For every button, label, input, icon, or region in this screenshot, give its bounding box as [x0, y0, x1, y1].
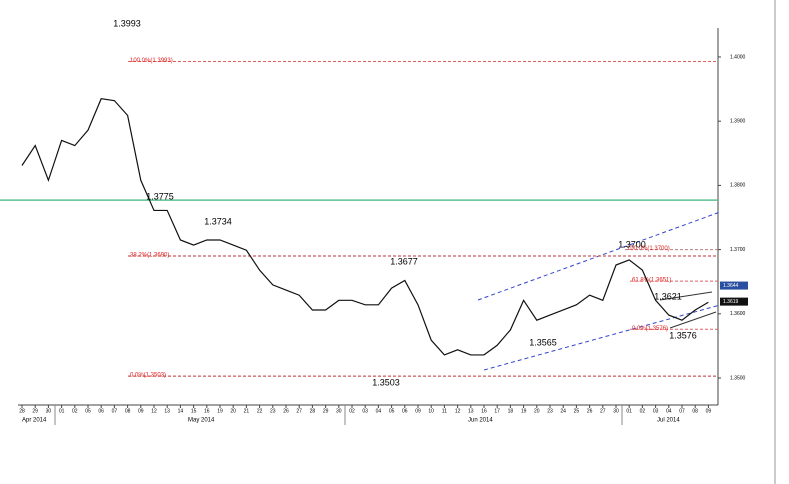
x-tick-label: 29 — [323, 408, 329, 414]
x-tick-label: 03 — [362, 408, 368, 414]
x-tick-label: 07 — [679, 408, 685, 414]
y-tick-label: 1.3900 — [730, 119, 746, 125]
x-tick-label: 09 — [706, 408, 712, 414]
x-tick-label: 05 — [389, 408, 395, 414]
price-marker-label: 1.3619 — [723, 299, 739, 305]
month-label: Jul 2014 — [657, 418, 680, 424]
fib-label: 0.0%(1.3503) — [130, 373, 166, 379]
price-annotation: 1.3565 — [529, 337, 557, 347]
x-tick-label: 27 — [600, 408, 606, 414]
fib-label: 100.0%(1.3993) — [130, 58, 173, 64]
y-tick-label: 1.3700 — [730, 247, 746, 253]
x-tick-label: 16 — [204, 408, 210, 414]
x-tick-label: 04 — [666, 408, 672, 414]
month-label: May 2014 — [188, 418, 215, 424]
x-tick-label: 28 — [310, 408, 316, 414]
x-tick-label: 30 — [46, 408, 52, 414]
x-tick-label: 07 — [112, 408, 118, 414]
x-tick-label: 08 — [692, 408, 698, 414]
x-tick-label: 01 — [626, 408, 632, 414]
price-annotation: 1.3775 — [146, 191, 174, 201]
y-tick-label: 1.4000 — [730, 54, 746, 60]
x-tick-label: 23 — [270, 408, 276, 414]
x-tick-label: 08 — [125, 408, 131, 414]
price-annotation: 1.3700 — [618, 239, 646, 249]
x-tick-label: 30 — [336, 408, 342, 414]
x-tick-label: 14 — [178, 408, 184, 414]
fib-label: 38.2%(1.3690) — [130, 253, 169, 259]
x-tick-label: 19 — [521, 408, 527, 414]
price-marker — [720, 297, 748, 306]
x-tick-label: 30 — [613, 408, 619, 414]
month-label: Jun 2014 — [468, 418, 493, 424]
x-tick-label: 13 — [164, 408, 170, 414]
price-annotation: 1.3734 — [204, 216, 232, 226]
y-tick-label: 1.3800 — [730, 183, 746, 189]
fib-label: 61.8%(1.3651) — [632, 278, 671, 284]
x-tick-label: 25 — [574, 408, 580, 414]
x-tick-label: 06 — [402, 408, 408, 414]
x-tick-label: 19 — [217, 408, 223, 414]
trend-line — [659, 291, 713, 301]
x-tick-label: 23 — [547, 408, 553, 414]
price-marker-label: 1.3644 — [723, 283, 739, 289]
x-tick-label: 01 — [59, 408, 65, 414]
channel-lower — [483, 304, 721, 371]
x-tick-label: 13 — [468, 408, 474, 414]
x-tick-label: 26 — [283, 408, 289, 414]
x-tick-label: 05 — [85, 408, 91, 414]
x-tick-label: 12 — [455, 408, 461, 414]
x-tick-label: 02 — [72, 408, 78, 414]
x-tick-label: 22 — [257, 408, 263, 414]
x-tick-label: 27 — [296, 408, 302, 414]
trend-line — [669, 311, 717, 329]
price-line — [21, 98, 709, 356]
x-tick-label: 20 — [534, 408, 540, 414]
x-tick-label: 29 — [32, 408, 38, 414]
price-annotation: 1.3503 — [372, 377, 400, 387]
x-tick-label: 26 — [587, 408, 593, 414]
x-tick-label: 17 — [494, 408, 500, 414]
x-tick-label: 02 — [349, 408, 355, 414]
x-tick-label: 12 — [151, 408, 157, 414]
x-tick-label: 20 — [230, 408, 236, 414]
month-label: Apr 2014 — [22, 418, 47, 424]
x-tick-label: 28 — [19, 408, 25, 414]
y-tick-label: 1.3500 — [730, 375, 746, 381]
x-tick-label: 04 — [376, 408, 382, 414]
x-tick-label: 10 — [428, 408, 434, 414]
fib-label: 0.0%(1.3576) — [632, 326, 668, 332]
x-tick-label: 03 — [653, 408, 659, 414]
price-marker — [720, 281, 748, 290]
x-tick-label: 18 — [508, 408, 514, 414]
x-tick-label: 02 — [640, 408, 646, 414]
price-annotation: 1.3576 — [669, 330, 697, 340]
price-annotation: 1.3993 — [113, 18, 141, 28]
x-tick-label: 11 — [442, 408, 447, 414]
price-annotation: 1.3677 — [390, 256, 418, 266]
x-tick-label: 24 — [560, 408, 566, 414]
x-tick-label: 06 — [98, 408, 104, 414]
price-annotation: 1.3621 — [654, 291, 682, 301]
x-tick-label: 09 — [415, 408, 421, 414]
x-tick-label: 15 — [191, 408, 197, 414]
fib-label: 100.0%(1.3700) — [627, 246, 670, 252]
x-tick-label: 16 — [481, 408, 487, 414]
y-tick-label: 1.3600 — [730, 311, 746, 317]
x-tick-label: 09 — [138, 408, 144, 414]
x-tick-label: 21 — [244, 408, 250, 414]
